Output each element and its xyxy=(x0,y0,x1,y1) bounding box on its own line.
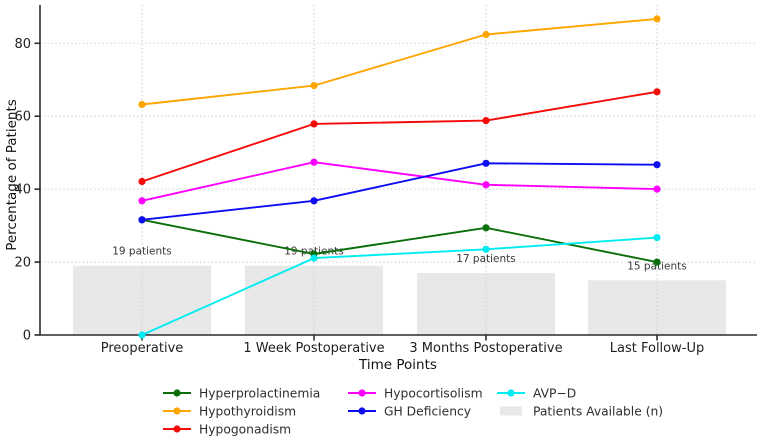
legend-dot-marker xyxy=(358,407,366,415)
data-point xyxy=(482,159,490,167)
y-tick-label: 60 xyxy=(14,110,31,125)
legend-label: Patients Available (n) xyxy=(533,404,663,418)
y-axis-title: Percentage of Patients xyxy=(4,99,20,251)
data-point xyxy=(310,158,318,166)
legend-dot-marker xyxy=(507,389,515,397)
legend-item-hypothyroidism: Hypothyroidism xyxy=(163,404,296,418)
series-path xyxy=(141,161,658,202)
tick-labels-layer: 0 20 40 60 80 Preoperative 1 Week Postoperativ… xyxy=(14,37,704,356)
series-line-hyperprolactinemia xyxy=(138,216,661,266)
legend-item-hypogonadism: Hypogonadism xyxy=(163,422,291,436)
legend-label: AVP−D xyxy=(533,386,576,400)
data-point xyxy=(653,161,661,169)
axes-layer xyxy=(34,5,757,341)
legend-dot-marker xyxy=(173,425,181,433)
data-point xyxy=(653,234,661,242)
y-tick-label: 40 xyxy=(14,183,31,198)
legend-item-patients-available-n-: Patients Available (n) xyxy=(500,404,663,418)
legend-item-avp-d: AVP−D xyxy=(497,386,576,400)
x-tick-label: Last Follow-Up xyxy=(610,341,704,356)
legend-dot-marker xyxy=(173,389,181,397)
x-tick-label: 3 Months Postoperative xyxy=(409,341,562,356)
series-line-hypothyroidism xyxy=(138,15,661,109)
series-path xyxy=(141,162,658,221)
series-path xyxy=(141,218,658,264)
data-point xyxy=(482,224,490,232)
series-path xyxy=(141,236,658,336)
data-point xyxy=(310,120,318,128)
legend-dot-marker xyxy=(173,407,181,415)
series-line-hypocortisolism xyxy=(138,158,661,205)
y-tick-label: 20 xyxy=(14,256,31,271)
legend-label: Hypothyroidism xyxy=(199,404,296,418)
data-point xyxy=(482,245,490,253)
data-point xyxy=(482,181,490,189)
legend-label: Hyperprolactinemia xyxy=(199,386,320,400)
data-point xyxy=(138,177,146,186)
series-line-avp-d xyxy=(138,234,661,339)
patients-annotation: 17 patients xyxy=(456,253,516,265)
legend-patch-marker xyxy=(500,406,522,416)
patients-bar xyxy=(245,265,383,335)
data-point xyxy=(138,197,146,205)
patients-annotation: 15 patients xyxy=(627,260,687,272)
series-path xyxy=(141,90,658,183)
x-tick-label: 1 Week Postoperative xyxy=(243,341,384,356)
patients-bar xyxy=(73,265,211,335)
legend-label: Hypocortisolism xyxy=(384,386,483,400)
series-line-gh-deficiency xyxy=(138,159,661,224)
legend: Hyperprolactinemia Hypothyroidism Hypogona… xyxy=(163,386,663,436)
legend-item-hypocortisolism: Hypocortisolism xyxy=(348,386,483,400)
legend-item-gh-deficiency: GH Deficiency xyxy=(348,404,471,418)
data-point xyxy=(482,117,490,125)
x-tick-label: Preoperative xyxy=(101,341,184,356)
patients-bar xyxy=(417,273,555,335)
bars-layer xyxy=(73,265,726,335)
patients-bar xyxy=(588,280,726,335)
series-path xyxy=(141,17,658,106)
legend-item-hyperprolactinemia: Hyperprolactinemia xyxy=(163,386,320,400)
data-point xyxy=(653,15,661,23)
data-point xyxy=(138,331,146,339)
data-point xyxy=(310,82,318,90)
x-axis-title: Time Points xyxy=(358,357,437,373)
data-point xyxy=(310,254,318,262)
data-point xyxy=(138,216,146,224)
data-point xyxy=(482,30,490,39)
series-layer xyxy=(138,15,661,339)
data-point xyxy=(653,185,661,193)
y-tick-label: 0 xyxy=(23,329,31,344)
data-point xyxy=(653,88,661,96)
series-line-hypogonadism xyxy=(138,88,661,186)
y-tick-label: 80 xyxy=(14,37,31,52)
legend-label: GH Deficiency xyxy=(384,404,471,418)
data-point xyxy=(138,100,146,109)
legend-dot-marker xyxy=(358,389,366,397)
legend-label: Hypogonadism xyxy=(199,422,291,436)
patients-annotation: 19 patients xyxy=(112,246,172,258)
data-point xyxy=(310,197,318,205)
data-point xyxy=(653,258,661,266)
